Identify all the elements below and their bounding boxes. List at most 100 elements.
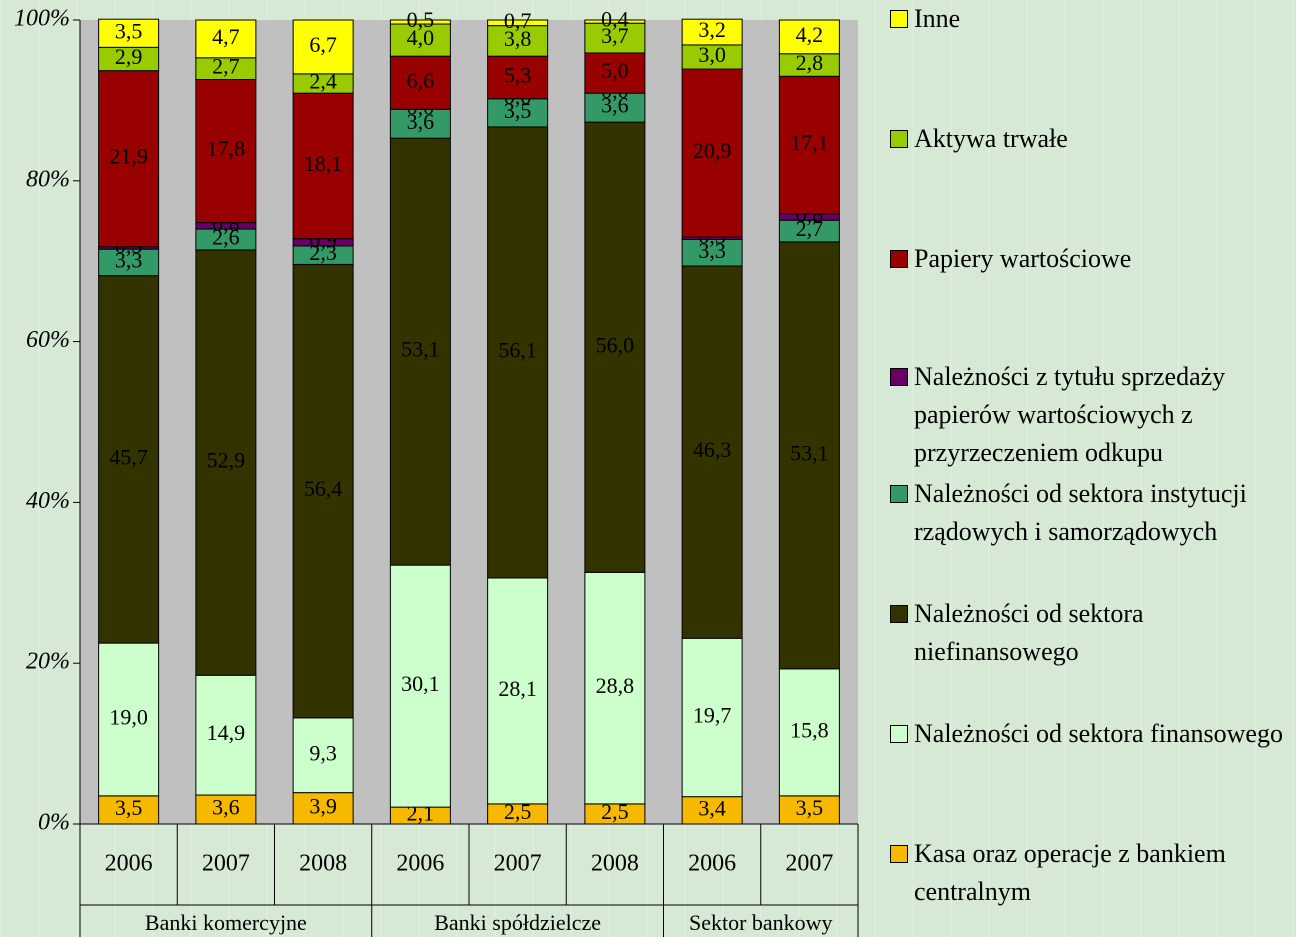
bar-segment bbox=[584, 571, 646, 805]
value-label: 0,5 bbox=[407, 7, 435, 32]
y-tick-label: 0% bbox=[38, 810, 70, 836]
bar-segment bbox=[778, 19, 840, 55]
group-label: Banki spółdzielcze bbox=[434, 910, 601, 935]
value-label: 3,2 bbox=[698, 17, 726, 42]
value-label: 53,1 bbox=[790, 440, 829, 465]
bar-segment bbox=[778, 795, 840, 825]
legend-entry: Inne bbox=[890, 0, 1290, 38]
bar-segment bbox=[98, 795, 160, 825]
value-label: 46,3 bbox=[693, 437, 732, 462]
bar-segment bbox=[487, 19, 549, 27]
value-label: 30,1 bbox=[401, 671, 440, 696]
legend-label: Należności od sektora finansowego bbox=[914, 719, 1283, 748]
y-tick-label: 100% bbox=[14, 6, 70, 32]
bar-segment bbox=[195, 19, 257, 59]
value-label: 3,6 bbox=[601, 93, 629, 118]
value-label: 6,6 bbox=[407, 68, 435, 93]
legend-entry: Należności od sektora instytucji rządowy… bbox=[890, 475, 1290, 551]
value-label: 3,5 bbox=[115, 795, 143, 820]
value-label: 3,8 bbox=[504, 26, 532, 51]
legend-entry: Aktywa trwałe bbox=[890, 120, 1290, 158]
bar-segment bbox=[487, 25, 549, 57]
legend-label: Aktywa trwałe bbox=[914, 124, 1068, 153]
x-tick-label: 2007 bbox=[202, 851, 250, 877]
value-label: 28,8 bbox=[596, 673, 635, 698]
y-tick-label: 80% bbox=[26, 166, 70, 192]
x-tick-label: 2007 bbox=[785, 851, 833, 877]
bar-segment bbox=[195, 674, 257, 796]
bar-segment bbox=[487, 98, 549, 128]
value-label: 5,0 bbox=[601, 58, 629, 83]
x-tick-label: 2006 bbox=[396, 851, 444, 877]
value-label: 6,7 bbox=[309, 32, 337, 57]
legend-label: Należności od sektora niefinansowego bbox=[914, 599, 1144, 666]
x-tick-label: 2006 bbox=[688, 851, 736, 877]
x-tick-label: 2007 bbox=[494, 851, 542, 877]
value-label: 20,9 bbox=[693, 138, 732, 163]
bar-segment bbox=[292, 263, 354, 719]
bar-segment bbox=[98, 18, 160, 48]
x-tick-label: 2008 bbox=[591, 851, 639, 877]
legend-entry: Należności od sektora niefinansowego bbox=[890, 595, 1290, 671]
value-label: 56,0 bbox=[596, 332, 635, 357]
bar-segment bbox=[98, 642, 160, 797]
value-label: 45,7 bbox=[109, 444, 148, 469]
bar-segment bbox=[292, 19, 354, 75]
value-label: 53,1 bbox=[401, 337, 440, 362]
value-label: 3,3 bbox=[115, 247, 143, 272]
bar-segment bbox=[778, 668, 840, 797]
value-label: 3,5 bbox=[115, 18, 143, 43]
value-label: 19,7 bbox=[693, 703, 732, 728]
legend-swatch bbox=[890, 10, 908, 28]
bar-segment bbox=[778, 75, 840, 215]
value-label: 4,0 bbox=[407, 25, 435, 50]
legend-swatch bbox=[890, 485, 908, 503]
legend-label: Należności z tytułu sprzedaży papierów w… bbox=[914, 362, 1226, 467]
value-label: 17,1 bbox=[790, 130, 829, 155]
bar-segment bbox=[487, 577, 549, 805]
bar-segment bbox=[98, 275, 160, 644]
value-label: 3,6 bbox=[212, 795, 240, 820]
bar-segment bbox=[389, 19, 451, 25]
bar-segment bbox=[584, 22, 646, 54]
legend-label: Kasa oraz operacje z bankiem centralnym bbox=[914, 839, 1226, 906]
value-label: 0,7 bbox=[504, 8, 532, 33]
legend-swatch bbox=[890, 725, 908, 743]
y-tick-label: 20% bbox=[26, 649, 70, 675]
legend-label: Inne bbox=[914, 4, 961, 33]
value-label: 3,6 bbox=[407, 109, 435, 134]
y-tick-label: 60% bbox=[26, 327, 70, 353]
value-label: 3,5 bbox=[796, 795, 824, 820]
bar-segment bbox=[681, 238, 743, 267]
bar-segment bbox=[98, 70, 160, 248]
bar-segment bbox=[389, 108, 451, 139]
bar-segment bbox=[389, 55, 451, 110]
value-label: 3,3 bbox=[698, 238, 726, 263]
legend-swatch bbox=[890, 605, 908, 623]
value-label: 3,9 bbox=[309, 793, 337, 818]
y-tick-label: 40% bbox=[26, 488, 70, 514]
value-label: 52,9 bbox=[207, 448, 246, 473]
legend-entry: Należności z tytułu sprzedaży papierów w… bbox=[890, 358, 1290, 472]
value-label: 56,1 bbox=[498, 338, 537, 363]
value-label: 3,4 bbox=[698, 795, 726, 820]
x-tick-label: 2008 bbox=[299, 851, 347, 877]
value-label: 56,4 bbox=[304, 476, 343, 501]
legend-entry: Kasa oraz operacje z bankiem centralnym bbox=[890, 835, 1290, 911]
bar-segment bbox=[681, 44, 743, 70]
legend-label: Należności od sektora instytucji rządowy… bbox=[914, 479, 1247, 546]
value-label: 18,1 bbox=[304, 151, 343, 176]
bar-segment bbox=[389, 23, 451, 57]
bar-segment bbox=[778, 241, 840, 670]
legend-entry: Papiery wartościowe bbox=[890, 240, 1290, 278]
legend-label: Papiery wartościowe bbox=[914, 244, 1132, 273]
group-label: Banki komercyjne bbox=[145, 910, 307, 935]
value-label: 14,9 bbox=[207, 720, 246, 745]
bar-segment bbox=[389, 564, 451, 808]
bar-segment bbox=[681, 637, 743, 798]
bar-segment bbox=[584, 92, 646, 123]
value-label: 21,9 bbox=[109, 144, 148, 169]
x-tick-label: 2006 bbox=[105, 851, 153, 877]
value-label: 28,1 bbox=[498, 676, 537, 701]
